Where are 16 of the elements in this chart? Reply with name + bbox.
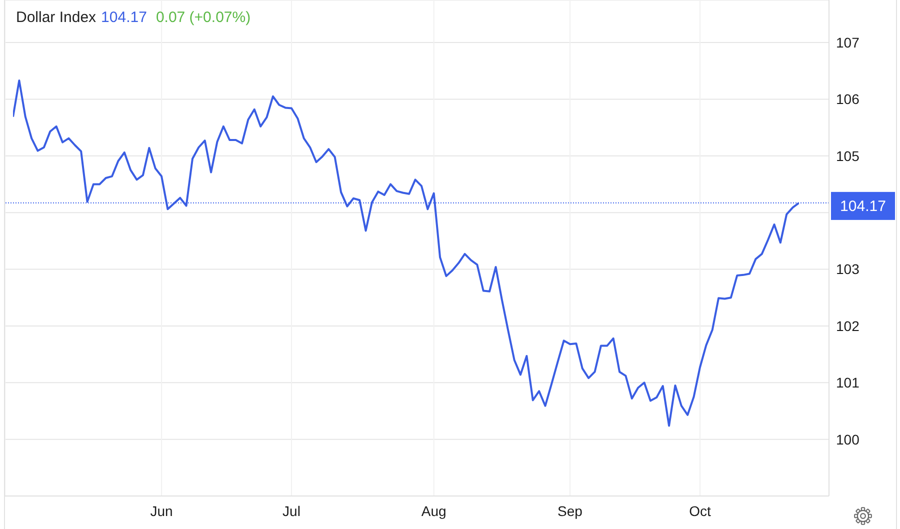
y-tick-label: 103 — [836, 261, 860, 278]
y-tick-label: 100 — [836, 431, 860, 448]
ref-line-label: 104.17 — [840, 198, 886, 216]
annotation: 0.07 (+0.07%) — [156, 9, 251, 26]
x-tick-label: Jul — [282, 502, 300, 519]
annotation: 104.17 — [101, 9, 147, 26]
x-tick-label: Oct — [689, 502, 711, 519]
x-tick-label: Sep — [558, 502, 583, 519]
y-tick-label: 107 — [836, 34, 860, 50]
x-tick-label: Jun — [150, 502, 173, 519]
y-tick-label: 105 — [836, 148, 860, 164]
y-tick-label: 102 — [836, 318, 860, 334]
x-tick-label: Aug — [421, 502, 446, 519]
y-tick-label: 101 — [836, 374, 860, 391]
y-tick-label: 106 — [836, 91, 860, 108]
text: Dollar Index — [16, 9, 96, 26]
